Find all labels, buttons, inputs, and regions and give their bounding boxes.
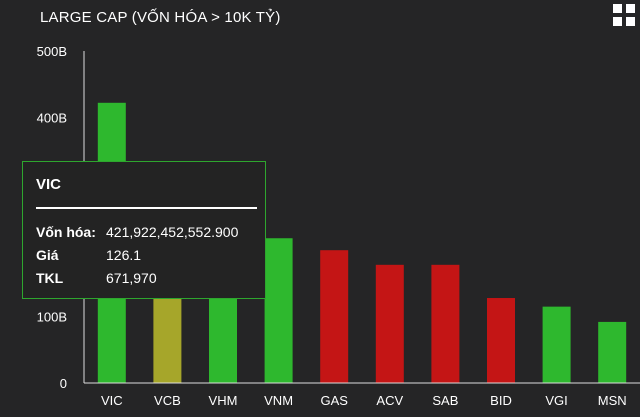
tooltip-row-volume: TKL 671,970 [36,270,157,286]
tooltip-key: Vốn hóa: [36,224,96,240]
bar-msn[interactable] [598,321,627,383]
bar-gas[interactable] [320,250,349,383]
x-axis-labels: VIC VCB VHM VNM GAS ACV SAB BID VGI MSN [101,393,627,408]
tooltip-divider [36,207,257,209]
tooltip-value: 671,970 [106,270,157,286]
bar-bid[interactable] [487,298,515,383]
x-tick-label: VIC [101,393,123,408]
y-tick-label: 100B [37,310,67,325]
x-tick-label: VGI [545,393,567,408]
bar-vgi[interactable] [542,306,571,383]
tooltip-key: TKL [36,270,64,286]
x-tick-label: MSN [598,393,627,408]
bar-vnm[interactable] [264,238,293,383]
y-tick-label: 400B [37,110,67,125]
x-tick-label: VCB [154,393,181,408]
tooltip-key: Giá [36,247,59,263]
y-tick-label: 500B [37,44,67,59]
grid-menu-icon[interactable] [612,3,636,27]
bar-sab[interactable] [431,264,460,383]
tooltip-title: VIC [36,176,62,193]
y-tick-label: 0 [60,376,67,391]
tooltip-row-market-cap: Vốn hóa: 421,922,452,552.900 [36,224,238,240]
tooltip-value: 421,922,452,552.900 [106,224,239,240]
x-tick-label: SAB [432,393,458,408]
bar-acv[interactable] [375,264,404,383]
tooltip-value: 126.1 [106,247,142,263]
tooltip: VIC Vốn hóa: 421,922,452,552.900 Giá 126.1… [22,161,266,299]
x-tick-label: ACV [376,393,403,408]
chart-title: LARGE CAP (VỐN HÓA > 10K TỶ) [40,9,281,26]
tooltip-row-price: Giá 126.1 [36,247,141,263]
x-tick-label: GAS [320,393,348,408]
x-tick-label: BID [490,393,512,408]
x-tick-label: VHM [209,393,238,408]
bars [97,102,627,384]
x-tick-label: VNM [264,393,293,408]
